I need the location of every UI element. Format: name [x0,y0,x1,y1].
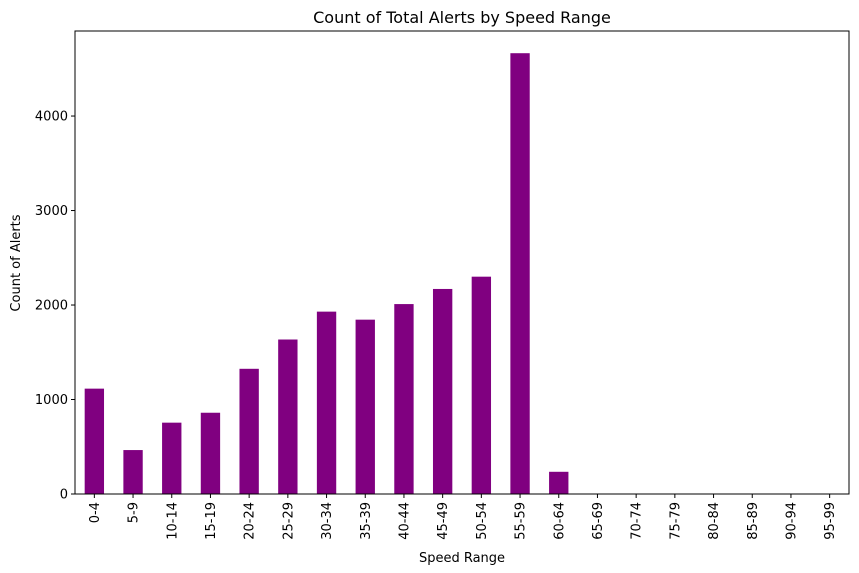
chart-title: Count of Total Alerts by Speed Range [313,8,611,27]
y-tick-label: 3000 [35,204,68,219]
x-axis-ticks: 0-4 5-9 10-14 15-19 20-24 25-29 30-34 35-39 40-4… [88,494,838,540]
bar-10-14 [162,422,182,494]
x-tick-label: 85-89 [746,502,761,540]
x-tick-label: 55-59 [514,502,529,540]
bar-55-59 [510,53,530,494]
bar-50-54 [471,276,492,494]
x-tick-label: 5-9 [127,502,142,523]
x-tick-label: 35-39 [359,502,374,540]
x-tick-label: 70-74 [630,502,645,540]
x-tick-label: 0-4 [88,502,103,523]
x-tick-label: 45-49 [436,502,451,540]
bar-30-34 [316,311,337,494]
plot-area-frame [74,30,850,495]
x-tick-label: 90-94 [784,502,799,540]
y-axis-ticks: 0 1000 2000 3000 4000 [35,110,75,503]
x-tick-label: 95-99 [823,502,838,540]
bar-5-9 [123,450,143,494]
x-tick-label: 10-14 [165,502,180,540]
y-tick-label: 0 [60,488,68,503]
x-tick-label: 30-34 [320,502,335,540]
bar-40-44 [394,304,414,494]
x-tick-label: 75-79 [668,502,683,540]
bar-0-4 [84,388,105,494]
x-tick-label: 65-69 [591,502,606,540]
bar-20-24 [239,368,259,494]
bar-15-19 [200,412,221,494]
x-tick-label: 80-84 [707,502,722,540]
x-tick-label: 20-24 [243,502,258,540]
bars-group [84,53,569,494]
x-tick-label: 40-44 [397,502,412,540]
bar-45-49 [432,288,453,494]
bar-35-39 [355,319,375,494]
bar-60-64 [549,471,569,494]
bar-25-29 [278,339,298,494]
x-tick-label: 60-64 [552,502,567,540]
y-tick-label: 4000 [35,110,68,125]
x-axis-label: Speed Range [419,551,505,566]
x-tick-label: 15-19 [204,502,219,540]
y-axis-label: Count of Alerts [9,214,24,311]
x-tick-label: 50-54 [475,502,490,540]
y-tick-label: 2000 [35,299,68,314]
x-tick-label: 25-29 [281,502,296,540]
y-tick-label: 1000 [35,393,68,408]
